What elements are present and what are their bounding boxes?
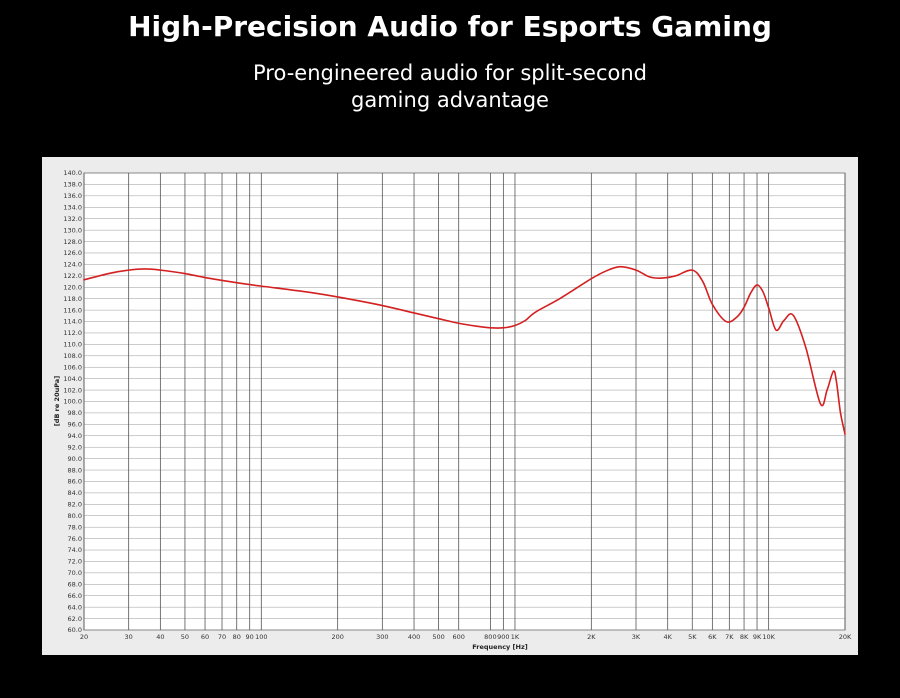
y-tick-label: 68.0 [68,581,82,589]
y-tick-label: 62.0 [68,615,82,623]
y-tick-label: 126.0 [63,249,82,257]
x-tick-label: 100 [255,633,267,641]
y-tick-label: 108.0 [63,352,82,360]
y-tick-label: 90.0 [68,455,82,463]
x-tick-label: 40 [156,633,164,641]
x-tick-label: 80 [233,633,241,641]
subtitle-line-2: gaming advantage [351,88,549,112]
frequency-response-line [83,265,846,435]
y-tick-label: 98.0 [68,409,82,417]
x-tick-label: 50 [181,633,189,641]
y-tick-label: 92.0 [68,443,82,451]
y-tick-label: 86.0 [68,478,82,486]
x-tick-label: 70 [218,633,226,641]
vertical-gridlines [83,173,846,630]
x-tick-label: 8K [740,633,749,641]
horizontal-gridlines [84,172,845,631]
x-tick-label: 600 [452,633,464,641]
y-tick-label: 106.0 [63,363,82,371]
x-tick-label: 2K [587,633,596,641]
y-axis-title: [dB re 20uPa] [53,376,61,426]
y-tick-label: 116.0 [63,306,82,314]
y-tick-label: 122.0 [63,272,82,280]
x-tick-label: 500 [432,633,444,641]
frequency-response-chart: 60.0 62.0 64.0 66.0 68.0 70.0 72.0 74.0 76.0 78.0… [42,157,858,655]
y-tick-label: 102.0 [63,386,82,394]
y-tick-label: 124.0 [63,261,82,269]
y-tick-label: 120.0 [63,283,82,291]
x-tick-label: 7K [725,633,734,641]
x-axis-title: Frequency [Hz] [472,643,528,651]
y-tick-label: 60.0 [68,626,82,634]
x-tick-label: 5K [688,633,697,641]
x-tick-label: 20K [839,633,852,641]
page-subtitle: Pro-engineered audio for split-second ga… [0,60,900,114]
x-tick-label: 4K [663,633,672,641]
x-tick-label: 10K [762,633,775,641]
y-tick-label: 104.0 [63,375,82,383]
y-tick-label: 100.0 [63,398,82,406]
y-tick-label: 88.0 [68,466,82,474]
y-tick-label: 78.0 [68,523,82,531]
x-tick-label: 90 [246,633,254,641]
y-tick-label: 76.0 [68,535,82,543]
y-tick-label: 70.0 [68,569,82,577]
x-tick-label: 3K [632,633,641,641]
y-tick-label: 66.0 [68,592,82,600]
y-tick-labels: 60.0 62.0 64.0 66.0 68.0 70.0 72.0 74.0 76.0 78.0… [63,169,82,634]
y-tick-label: 74.0 [68,546,82,554]
y-tick-label: 134.0 [63,203,82,211]
x-tick-label: 30 [125,633,133,641]
y-tick-label: 112.0 [63,329,82,337]
y-tick-label: 94.0 [68,432,82,440]
page-title: High-Precision Audio for Esports Gaming [128,10,772,43]
y-tick-label: 128.0 [63,238,82,246]
x-tick-label: 60 [201,633,209,641]
y-tick-label: 132.0 [63,215,82,223]
y-tick-label: 118.0 [63,295,82,303]
x-tick-label: 900 [497,633,509,641]
y-tick-label: 64.0 [68,603,82,611]
y-tick-label: 136.0 [63,192,82,200]
x-tick-label: 6K [708,633,717,641]
x-tick-label: 200 [331,633,343,641]
y-tick-label: 138.0 [63,181,82,189]
subtitle-line-1: Pro-engineered audio for split-second [253,61,647,85]
x-tick-label: 300 [376,633,388,641]
chart-canvas: 60.0 62.0 64.0 66.0 68.0 70.0 72.0 74.0 76.0 78.0… [53,169,852,651]
y-tick-label: 130.0 [63,226,82,234]
x-tick-label: 400 [408,633,420,641]
x-tick-label: 9K [753,633,762,641]
y-tick-label: 114.0 [63,318,82,326]
x-tick-label: 1K [511,633,520,641]
y-tick-label: 80.0 [68,512,82,520]
y-tick-label: 72.0 [68,558,82,566]
y-tick-label: 140.0 [63,169,82,177]
y-tick-label: 82.0 [68,501,82,509]
x-tick-labels: 20 30 40 50 60 70 80 90 100 200 300 400 500 600 800 900… [80,633,852,641]
x-tick-label: 800 [484,633,496,641]
y-tick-label: 110.0 [63,341,82,349]
y-tick-label: 84.0 [68,489,82,497]
x-tick-label: 20 [80,633,88,641]
y-tick-label: 96.0 [68,421,82,429]
